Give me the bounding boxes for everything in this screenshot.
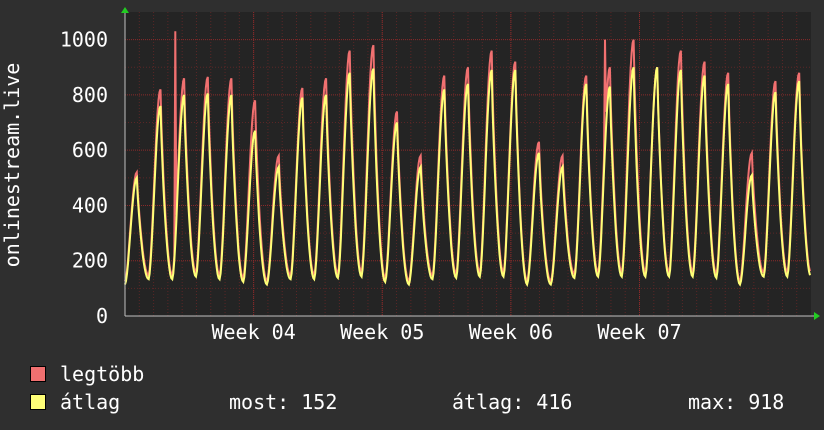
y-tick-label: 800 [72,83,108,107]
y-tick-label: 0 [96,304,108,328]
stat-average: átlag: 416 [452,390,573,414]
legend-label-avg: átlag [60,390,121,414]
x-tick-label: Week 07 [597,320,681,344]
legend-swatch-avg [30,394,46,410]
series-line-avg [124,66,811,288]
legend-label-max: legtöbb [60,362,145,386]
series-layer [124,31,811,288]
legend-swatch-max [30,366,46,382]
stat-max: max: 918 [688,390,785,414]
x-tick-label: Week 04 [211,320,295,344]
y-tick-label: 200 [72,249,108,273]
stat-current: most: 152 [229,390,338,414]
y-axis-label: onlinestream.live [0,63,24,268]
y-axis-arrow-icon [121,7,129,13]
y-tick-label: 400 [72,193,108,217]
y-tick-label: 600 [72,138,108,162]
legend-item-avg: átlag [30,390,120,414]
x-axis-arrow-icon [814,312,820,320]
x-tick-label: Week 06 [469,320,553,344]
y-tick-label: 1000 [60,28,108,52]
legend-item-max: legtöbb [30,362,144,386]
x-tick-label: Week 05 [340,320,424,344]
axis-layer: 0 200 400 600 800 1000 Week 04 Week 05 Week 06 We… [60,7,820,344]
